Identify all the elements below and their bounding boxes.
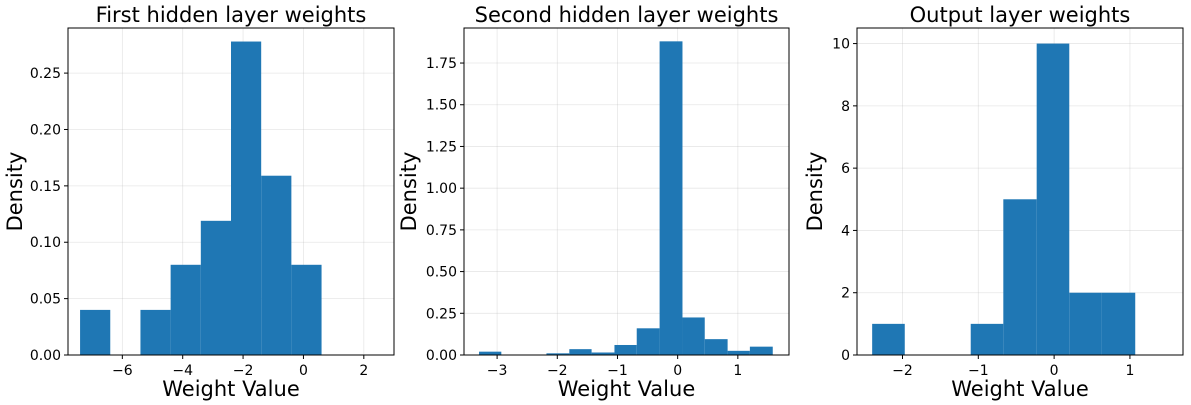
histogram-bar <box>261 175 292 355</box>
y-tick-label: 1.00 <box>426 181 457 197</box>
y-tick-label: 0.10 <box>30 235 61 251</box>
x-tick-label: −3 <box>487 363 508 379</box>
axes-frame <box>67 27 395 356</box>
histogram-bar <box>479 351 502 355</box>
histogram-bar <box>140 309 171 355</box>
y-tick-label: 0.05 <box>30 292 61 308</box>
y-tick-label: 8 <box>841 99 850 115</box>
histogram-bar <box>682 317 705 355</box>
histogram-bar <box>872 323 905 355</box>
y-tick-label: 0.25 <box>426 306 457 322</box>
axes-frame <box>856 27 1184 356</box>
histogram-bar <box>1101 292 1136 355</box>
histogram-bar <box>704 339 728 355</box>
y-tick-label: 10 <box>832 37 850 53</box>
y-tick-label: 0.50 <box>426 265 457 281</box>
histogram-bar <box>80 309 111 355</box>
axes-frame <box>463 27 790 356</box>
chart-title: Second hidden layer weights <box>475 3 779 27</box>
x-tick-label: 1 <box>1125 363 1134 379</box>
x-tick-label: −4 <box>172 363 193 379</box>
histogram-bar <box>200 220 231 355</box>
x-tick-label: −2 <box>892 363 913 379</box>
x-tick-label: −1 <box>968 363 989 379</box>
y-tick-label: 0.75 <box>426 223 457 239</box>
histogram-bar <box>591 352 615 355</box>
y-tick-label: 0.25 <box>30 66 61 82</box>
histogram-bar <box>231 41 262 355</box>
x-axis-label: Weight Value <box>558 377 696 401</box>
histogram-bar <box>749 346 773 355</box>
histogram-bar <box>1069 292 1102 355</box>
x-tick-label: 0 <box>299 363 308 379</box>
y-tick-label: 1.25 <box>426 139 457 155</box>
y-tick-label: 0 <box>841 348 850 364</box>
x-tick-label: 0 <box>673 363 682 379</box>
chart-title: Output layer weights <box>910 3 1131 27</box>
chart-title: First hidden layer weights <box>96 3 367 27</box>
chart-panel-2: −3 −2 −1 0 1 0.00 0.25 0.50 0.75 1.00 1.25 1.50 1.75… <box>397 3 790 401</box>
histogram-bar <box>1036 43 1070 355</box>
histogram-bar <box>1003 199 1037 355</box>
y-axis-label: Density <box>803 152 827 232</box>
histogram-bar <box>291 264 322 355</box>
y-tick-label: 2 <box>841 286 850 302</box>
y-axis-label: Density <box>3 152 27 232</box>
y-tick-label: 0.20 <box>30 122 61 138</box>
x-tick-label: 2 <box>359 363 368 379</box>
histogram-bar <box>546 353 570 355</box>
histogram-bar <box>970 323 1004 355</box>
x-tick-label: −2 <box>233 363 254 379</box>
x-tick-label: −6 <box>112 363 133 379</box>
y-tick-label: 0.00 <box>30 348 61 364</box>
histogram-bar <box>170 264 201 355</box>
x-tick-label: −1 <box>607 363 628 379</box>
y-tick-label: 1.75 <box>426 56 457 72</box>
y-tick-label: 0.15 <box>30 179 61 195</box>
y-tick-label: 1.50 <box>426 98 457 114</box>
y-tick-label: 0.00 <box>426 348 457 364</box>
histogram-bar <box>727 350 750 355</box>
histogram-bar <box>569 349 592 355</box>
histogram-bar <box>614 344 637 355</box>
histogram-bar <box>636 328 660 355</box>
x-axis-label: Weight Value <box>162 377 300 401</box>
chart-panel-1: −6 −4 −2 0 2 0.00 0.05 0.10 0.15 0.20 0.25 First hi… <box>3 3 395 401</box>
x-tick-label: 0 <box>1050 363 1059 379</box>
y-tick-label: 4 <box>841 223 850 239</box>
x-tick-label: 1 <box>733 363 742 379</box>
x-tick-label: −2 <box>547 363 568 379</box>
y-tick-label: 6 <box>841 161 850 177</box>
histogram-bar <box>659 41 683 356</box>
y-axis-label: Density <box>397 152 421 232</box>
x-axis-label: Weight Value <box>951 377 1089 401</box>
